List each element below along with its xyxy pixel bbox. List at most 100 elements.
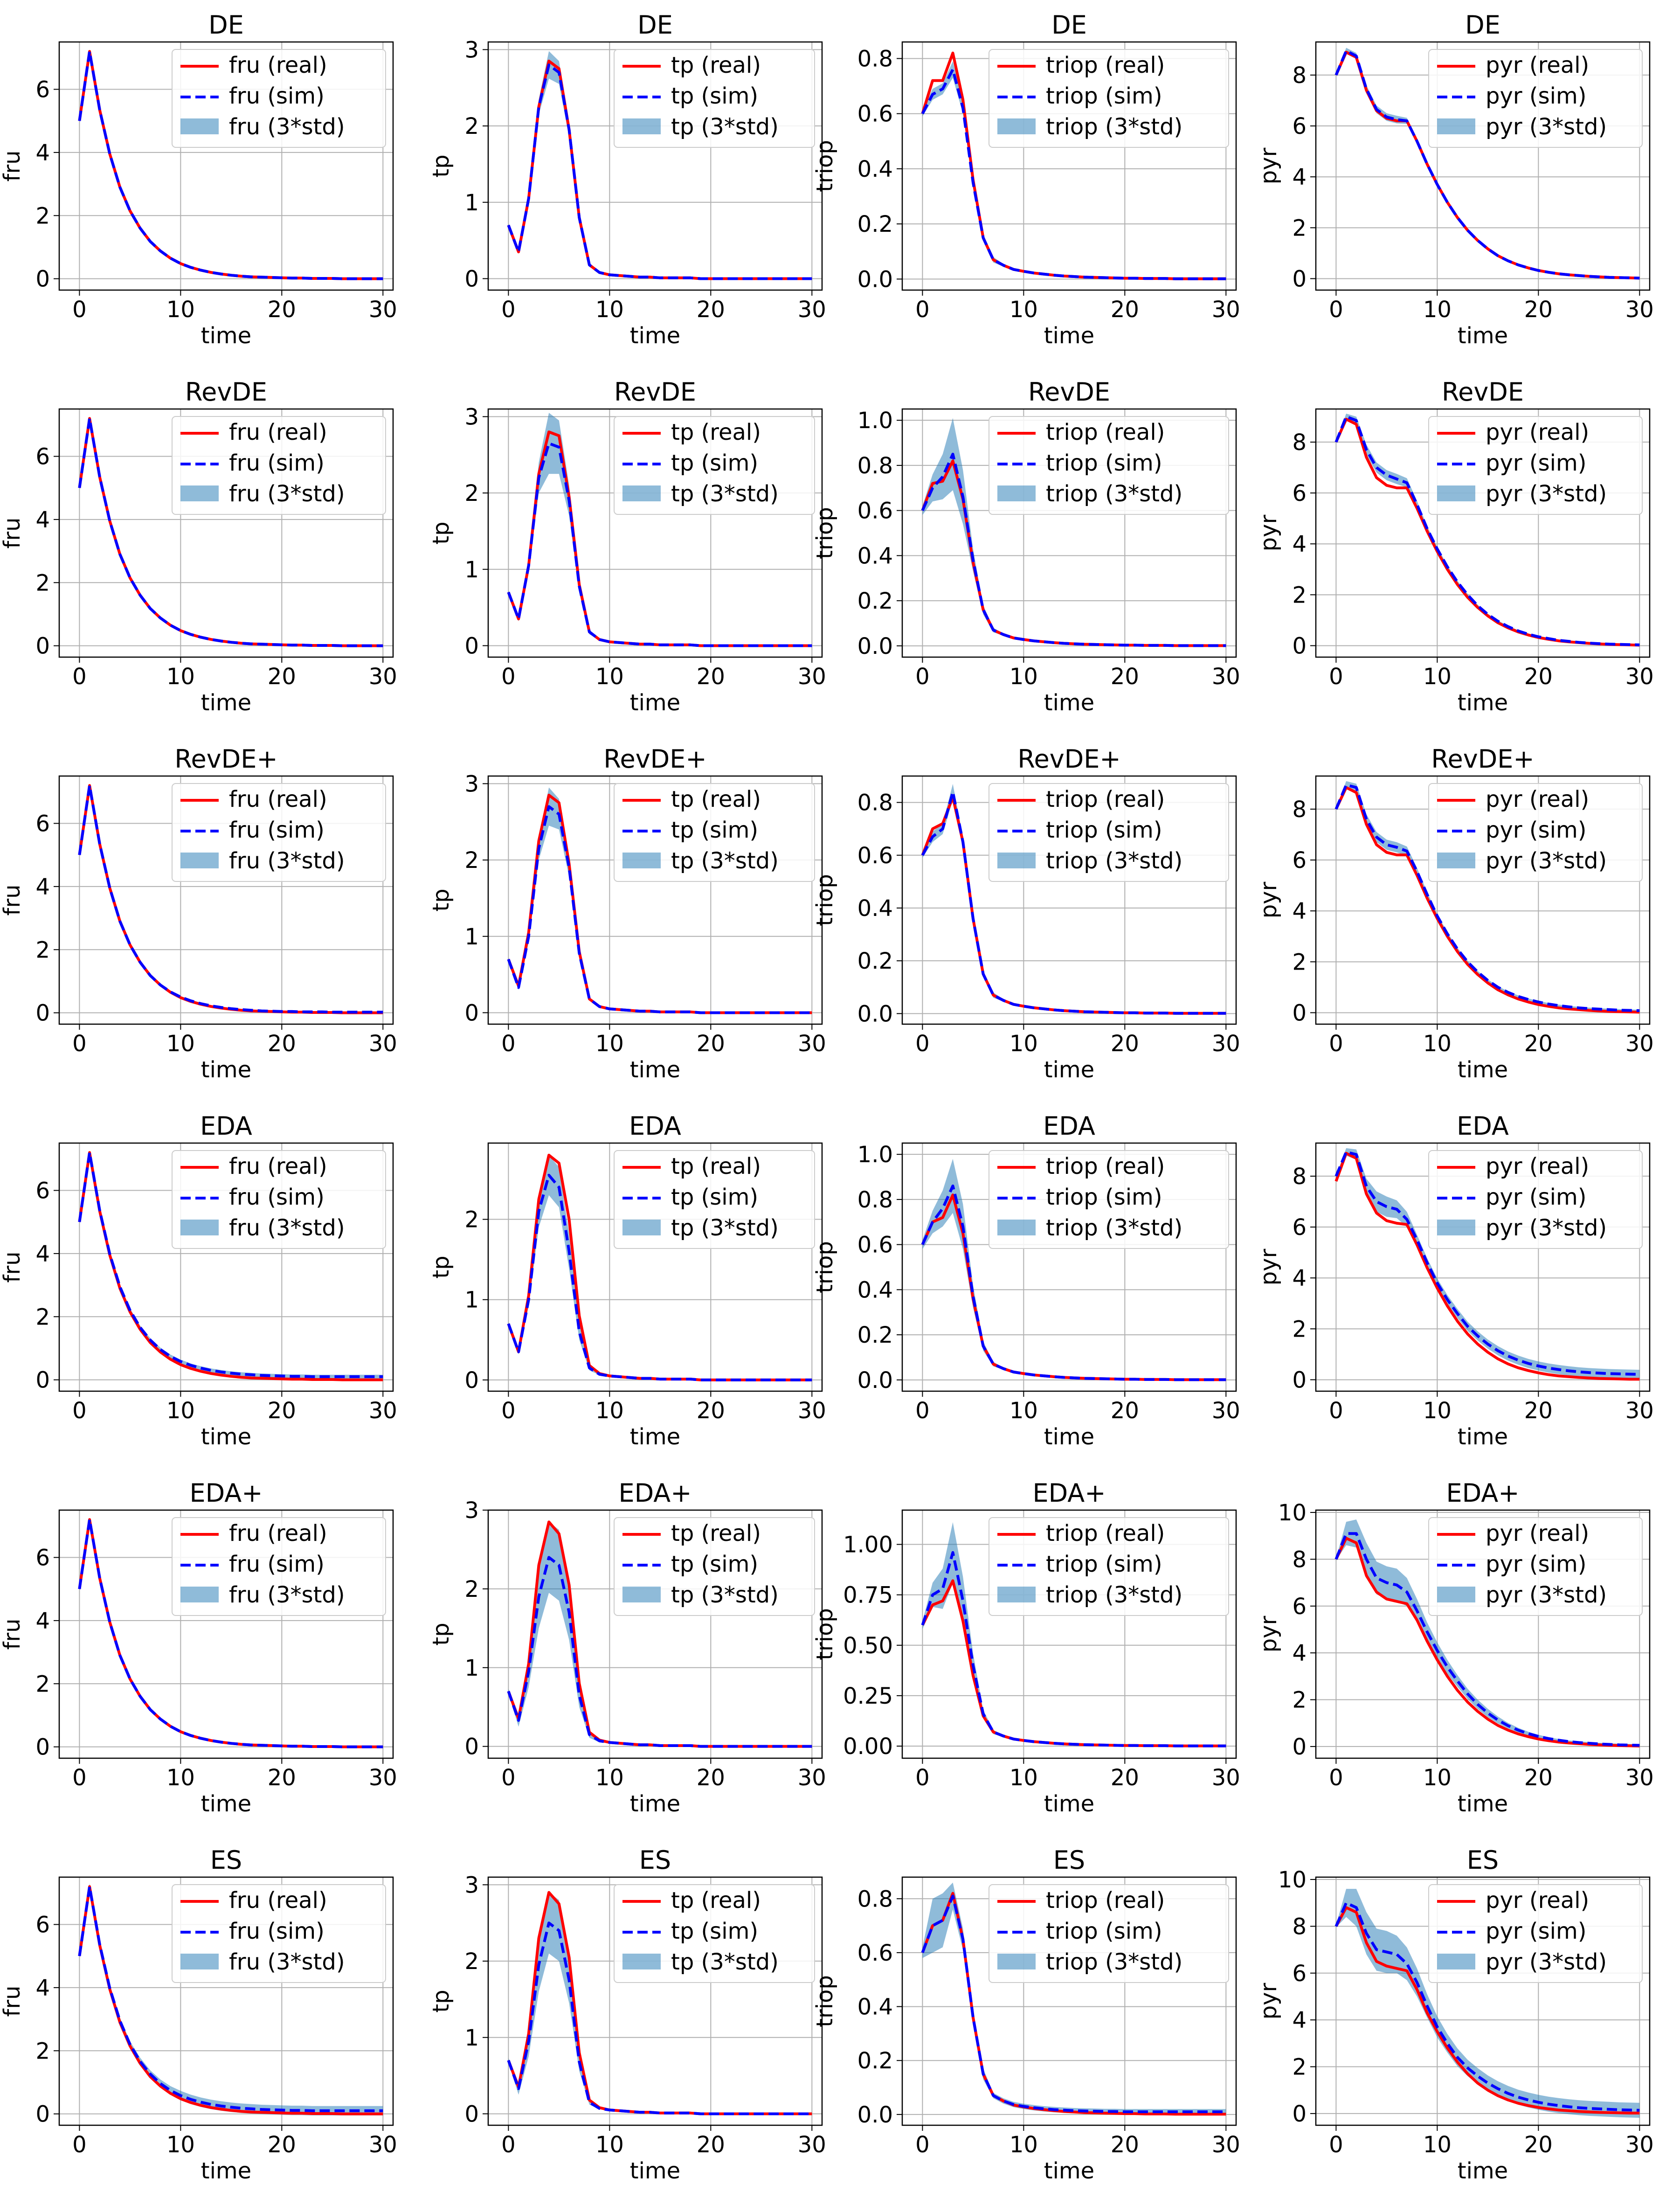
- legend-band-swatch: [997, 1587, 1036, 1602]
- legend-box: [172, 49, 386, 148]
- y-tick-label: 0.2: [857, 1322, 893, 1348]
- x-tick-label: 30: [798, 1031, 826, 1057]
- x-tick-label: 10: [1423, 1031, 1452, 1057]
- y-tick-label: 0.4: [857, 543, 893, 569]
- y-tick-label: 4: [1292, 898, 1307, 924]
- subplot-title: RevDE: [185, 377, 267, 407]
- legend-box: [614, 49, 815, 148]
- legend-label: tp (sim): [671, 1184, 758, 1210]
- legend: fru (real) fru (sim) fru (3*std): [172, 49, 386, 148]
- subplot-ES-pyr: 0 10 20 30 0 2 4 6 8 10 ES time pyr pyr (real) pyr (si…: [1256, 1845, 1654, 2184]
- legend-band-swatch: [180, 1587, 219, 1602]
- legend-label: tp (3*std): [671, 1215, 779, 1241]
- subplot-EDA+-triop: 0 10 20 30 0.00 0.25 0.50 0.75 1.00 EDA+ time triop…: [812, 1478, 1240, 1817]
- y-axis-label: triop: [812, 507, 838, 559]
- y-axis-label: tp: [428, 154, 454, 177]
- y-axis-label: fru: [0, 150, 25, 181]
- y-tick-label: 6: [1292, 113, 1307, 139]
- legend-box: [989, 1517, 1229, 1616]
- y-tick-label: 1: [464, 1287, 479, 1313]
- y-tick-label: 0.8: [857, 46, 893, 72]
- subplot-title: RevDE: [1442, 377, 1524, 407]
- x-tick-label: 0: [915, 1765, 930, 1791]
- legend-label: triop (3*std): [1046, 1582, 1182, 1608]
- legend: tp (real) tp (sim) tp (3*std): [614, 1150, 815, 1249]
- y-axis-label: fru: [0, 1618, 25, 1650]
- legend-label: triop (sim): [1046, 1551, 1162, 1577]
- real-line: [1334, 417, 1640, 647]
- y-axis-label: tp: [428, 1990, 454, 2012]
- y-tick-label: 6: [1292, 480, 1307, 506]
- subplot-title: EDA+: [190, 1478, 263, 1508]
- legend-label: fru (real): [229, 1520, 327, 1546]
- legend-label: pyr (sim): [1486, 83, 1586, 109]
- x-tick-label: 30: [369, 1398, 397, 1424]
- x-tick-label: 10: [1009, 1398, 1038, 1424]
- std-band: [922, 418, 1226, 647]
- legend-band-swatch: [622, 1220, 661, 1235]
- x-tick-label: 0: [1329, 297, 1343, 323]
- y-tick-label: 0: [464, 633, 479, 659]
- sim-line: [78, 50, 383, 280]
- x-tick-label: 20: [1111, 1398, 1139, 1424]
- real-line: [78, 1151, 383, 1381]
- sim-line: [78, 1885, 383, 2112]
- axes-frame: [901, 408, 1237, 658]
- y-tick-label: 0.2: [857, 2048, 893, 2074]
- y-tick-label: 6: [35, 811, 50, 837]
- axes-frame: [58, 1142, 394, 1392]
- x-axis-label: time: [201, 1791, 251, 1817]
- legend-label: triop (3*std): [1046, 114, 1182, 140]
- legend-label: triop (real): [1046, 52, 1165, 78]
- subplot-EDA-fru: 0 10 20 30 0 2 4 6 EDA time fru fru (real) fru (sim)…: [0, 1111, 397, 1450]
- legend-label: pyr (3*std): [1486, 848, 1607, 874]
- x-tick-label: 0: [72, 297, 87, 323]
- x-tick-label: 20: [1524, 1031, 1553, 1057]
- y-tick-label: 6: [1292, 847, 1307, 874]
- legend-band-swatch: [1437, 118, 1475, 134]
- y-tick-label: 0.8: [857, 1886, 893, 1912]
- x-tick-label: 30: [369, 297, 397, 323]
- y-tick-label: 2: [464, 1576, 479, 1602]
- x-tick-label: 30: [798, 664, 826, 690]
- legend-band-swatch: [180, 1954, 219, 1969]
- legend-label: pyr (3*std): [1486, 481, 1607, 507]
- legend-label: tp (sim): [671, 1551, 758, 1577]
- subplot-title: ES: [210, 1845, 242, 1875]
- x-axis-label: time: [1458, 1424, 1508, 1450]
- y-tick-label: 0.2: [857, 588, 893, 614]
- legend: fru (real) fru (sim) fru (3*std): [172, 1150, 386, 1249]
- legend: pyr (real) pyr (sim) pyr (3*std): [1428, 1517, 1643, 1616]
- y-tick-label: 6: [35, 1912, 50, 1938]
- y-tick-label: 4: [35, 507, 50, 533]
- x-tick-label: 0: [915, 664, 930, 690]
- std-band: [922, 1522, 1226, 1747]
- legend: tp (real) tp (sim) tp (3*std): [614, 416, 815, 515]
- x-tick-label: 0: [72, 1765, 87, 1791]
- x-tick-label: 20: [1111, 1765, 1139, 1791]
- y-tick-label: 2: [464, 1948, 479, 1975]
- subplot-EDA-triop: 0 10 20 30 0.0 0.2 0.4 0.6 0.8 1.0 EDA time triop tri…: [812, 1111, 1240, 1450]
- legend-label: triop (real): [1046, 786, 1165, 812]
- y-tick-label: 0: [1292, 1734, 1307, 1760]
- legend-label: fru (sim): [229, 1918, 325, 1944]
- x-tick-label: 10: [1423, 297, 1452, 323]
- x-tick-label: 10: [595, 664, 624, 690]
- subplot-title: RevDE+: [1431, 744, 1534, 774]
- y-tick-label: 1: [464, 924, 479, 950]
- x-tick-label: 10: [595, 1031, 624, 1057]
- x-tick-label: 20: [1524, 1765, 1553, 1791]
- x-tick-label: 10: [595, 1398, 624, 1424]
- x-axis-label: time: [630, 1057, 680, 1083]
- x-tick-label: 0: [915, 1398, 930, 1424]
- subplot-title: DE: [637, 10, 673, 40]
- axes-frame: [1315, 41, 1651, 291]
- x-tick-label: 30: [369, 2132, 397, 2158]
- y-tick-label: 0.2: [857, 211, 893, 237]
- y-axis-label: tp: [428, 1255, 454, 1278]
- x-tick-label: 0: [501, 664, 516, 690]
